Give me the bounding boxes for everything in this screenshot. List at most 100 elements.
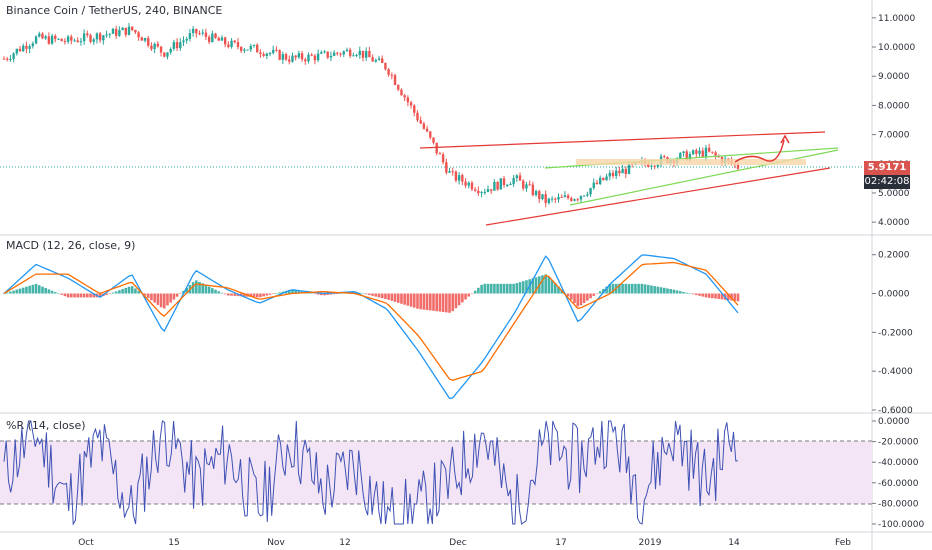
candle-body bbox=[445, 162, 448, 173]
candle-body bbox=[15, 48, 19, 54]
macd-histogram-bar bbox=[419, 293, 422, 310]
candle-body bbox=[12, 53, 15, 59]
macd-histogram-bar bbox=[201, 283, 205, 294]
macd-histogram-bar bbox=[502, 283, 506, 294]
candle-body bbox=[522, 180, 525, 189]
macd-histogram-bar bbox=[461, 293, 464, 303]
candle-body bbox=[246, 49, 249, 51]
macd-histogram-bar bbox=[137, 290, 140, 294]
candle-body bbox=[650, 165, 653, 167]
macd-histogram-bar bbox=[66, 293, 70, 298]
macd-histogram-bar bbox=[150, 293, 153, 301]
candle-body bbox=[352, 55, 355, 57]
support-zone[interactable] bbox=[576, 159, 806, 165]
candle-body bbox=[586, 194, 589, 196]
macd-histogram-bar bbox=[486, 283, 490, 294]
candle-body bbox=[79, 41, 83, 43]
time-tick-label: 17 bbox=[555, 538, 566, 548]
candle-body bbox=[57, 38, 60, 40]
macd-histogram-bar bbox=[521, 281, 525, 294]
candle-body bbox=[114, 28, 118, 36]
candle-body bbox=[704, 147, 708, 157]
macd-histogram-bar bbox=[233, 293, 237, 296]
candle-body bbox=[611, 172, 615, 176]
candle-body bbox=[185, 38, 188, 41]
candle-body bbox=[268, 52, 272, 54]
candle-body bbox=[397, 84, 400, 90]
candle-body bbox=[34, 36, 38, 44]
macd-histogram-bar bbox=[611, 283, 615, 294]
last-price-tag: 5.9171 bbox=[864, 161, 910, 175]
macd-histogram-bar bbox=[707, 293, 711, 298]
macd-histogram-bar bbox=[672, 289, 676, 294]
candle-body bbox=[310, 54, 313, 56]
macd-histogram-bar bbox=[464, 293, 467, 300]
macd-histogram-bar bbox=[31, 284, 35, 294]
time-tick-label: Feb bbox=[835, 538, 851, 548]
candle-body bbox=[18, 48, 22, 52]
macd-histogram-bar bbox=[384, 293, 387, 299]
macd-histogram-bar bbox=[499, 283, 503, 294]
candle-body bbox=[518, 175, 522, 181]
macd-histogram-bar bbox=[454, 293, 458, 309]
candle-body bbox=[92, 39, 95, 42]
candle-body bbox=[288, 59, 291, 62]
macd-histogram-bar bbox=[361, 293, 365, 295]
wedge-lower-line[interactable] bbox=[485, 167, 831, 226]
macd-histogram-bar bbox=[544, 274, 547, 294]
macd-histogram-bar bbox=[406, 293, 410, 306]
wr-tick-label: -40.0000 bbox=[878, 458, 919, 468]
macd-histogram-bar bbox=[441, 293, 445, 313]
candle-body bbox=[207, 36, 211, 43]
macd-histogram-bar bbox=[211, 288, 214, 294]
macd-histogram-bar bbox=[579, 293, 583, 306]
candle-body bbox=[63, 41, 67, 43]
candle-body bbox=[409, 102, 413, 106]
candle-body bbox=[86, 33, 89, 36]
candle-body bbox=[179, 42, 182, 49]
candle-body bbox=[493, 182, 496, 191]
candle-body bbox=[159, 46, 163, 53]
candle-body bbox=[47, 36, 51, 44]
macd-histogram-bar bbox=[531, 278, 535, 294]
macd-histogram-bar bbox=[76, 293, 80, 298]
candle-body bbox=[381, 58, 384, 64]
candle-body bbox=[624, 168, 628, 174]
macd-histogram-bar bbox=[534, 277, 538, 294]
macd-histogram-bar bbox=[114, 291, 118, 294]
candle-body bbox=[211, 33, 214, 43]
candle-body bbox=[195, 28, 198, 34]
candle-body bbox=[361, 50, 365, 58]
macd-histogram-bar bbox=[79, 293, 83, 298]
time-tick-label: 15 bbox=[168, 538, 179, 548]
price-tick-label: 7.0000 bbox=[878, 131, 910, 141]
macd-histogram-bar bbox=[57, 293, 60, 294]
macd-histogram-bar bbox=[608, 284, 612, 294]
macd-histogram-bar bbox=[313, 293, 317, 295]
macd-histogram-bar bbox=[477, 287, 480, 294]
candle-body bbox=[441, 154, 445, 163]
macd-histogram-bar bbox=[525, 280, 528, 294]
candle-body bbox=[281, 54, 285, 60]
candle-body bbox=[182, 40, 185, 43]
macd-histogram-bar bbox=[108, 293, 112, 295]
candle-body bbox=[698, 150, 701, 154]
macd-histogram-bar bbox=[393, 293, 397, 302]
macd-histogram-bar bbox=[243, 293, 246, 297]
macd-histogram-bar bbox=[451, 293, 455, 312]
candle-body bbox=[98, 33, 102, 41]
projection-curve[interactable] bbox=[734, 139, 785, 163]
macd-histogram-bar bbox=[230, 293, 233, 296]
wedge-upper-line[interactable] bbox=[419, 131, 826, 149]
macd-histogram-bar bbox=[2, 293, 6, 295]
candle-body bbox=[188, 33, 192, 39]
candle-body bbox=[9, 58, 12, 60]
macd-histogram-bar bbox=[297, 291, 301, 294]
macd-histogram-bar bbox=[15, 289, 19, 294]
macd-histogram-bar bbox=[294, 290, 297, 294]
macd-histogram-bar bbox=[659, 287, 663, 294]
macd-histogram-bar bbox=[364, 293, 368, 295]
candle-body bbox=[691, 150, 695, 155]
macd-histogram-bar bbox=[28, 285, 31, 294]
candle-body bbox=[541, 194, 544, 199]
